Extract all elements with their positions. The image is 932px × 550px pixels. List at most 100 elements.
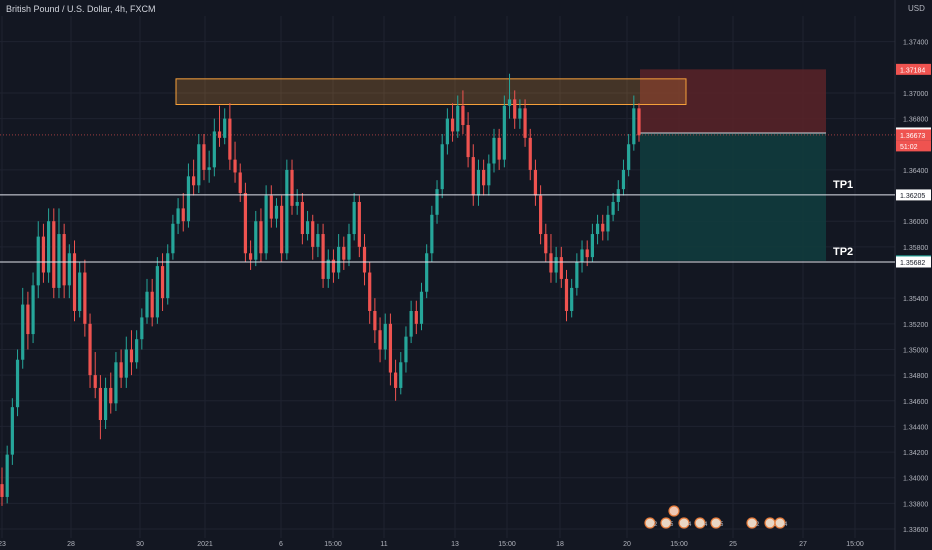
event-flag-icon bbox=[774, 517, 786, 529]
candle-body bbox=[585, 249, 589, 258]
candle-body bbox=[202, 144, 206, 170]
x-tick-label: 23 bbox=[0, 541, 6, 548]
candle-body bbox=[83, 272, 87, 324]
y-tick-label: 1.35000 bbox=[903, 347, 928, 354]
candle-body bbox=[331, 259, 336, 273]
candle-body bbox=[93, 375, 97, 388]
candle-body bbox=[233, 159, 237, 173]
y-tick-label: 1.36800 bbox=[903, 117, 928, 124]
candle-body bbox=[471, 157, 475, 196]
x-tick-label: 2021 bbox=[197, 541, 213, 548]
candle-body bbox=[72, 253, 77, 311]
event-flag-icon bbox=[694, 517, 706, 529]
x-tick-label: 28 bbox=[67, 541, 75, 548]
candle-body bbox=[135, 339, 139, 363]
last-price-badge bbox=[896, 129, 931, 141]
x-tick-label: 11 bbox=[380, 541, 387, 548]
y-tick-label: 1.34600 bbox=[903, 399, 928, 406]
y-tick-label: 1.36000 bbox=[903, 219, 928, 226]
candle-body bbox=[15, 359, 20, 408]
candle-body bbox=[538, 195, 543, 235]
candle-body bbox=[497, 137, 501, 160]
tp2-label: TP2 bbox=[833, 246, 853, 258]
candle-body bbox=[212, 131, 216, 168]
candle-body bbox=[595, 223, 600, 235]
y-tick-label: 1.35400 bbox=[903, 296, 928, 303]
candle-body bbox=[611, 201, 615, 215]
candle-body bbox=[114, 362, 118, 404]
y-tick-label: 1.34800 bbox=[903, 373, 928, 380]
y-tick-label: 1.34200 bbox=[903, 450, 928, 457]
candle-body bbox=[47, 221, 51, 273]
candle-body bbox=[554, 257, 558, 273]
y-tick-label: 1.34400 bbox=[903, 424, 928, 431]
stop-price-text: 1.37184 bbox=[900, 67, 925, 74]
candle-body bbox=[388, 323, 393, 373]
candle-body bbox=[362, 246, 367, 273]
tp2-price-text: 1.35682 bbox=[900, 260, 925, 267]
candle-body bbox=[590, 234, 594, 258]
candle-body bbox=[305, 221, 310, 235]
candle-body bbox=[192, 176, 196, 186]
candle-body bbox=[41, 236, 46, 273]
candle-body bbox=[129, 349, 134, 363]
candle-body bbox=[207, 167, 211, 170]
candle-body bbox=[466, 125, 470, 158]
candle-body bbox=[31, 285, 35, 335]
candle-body bbox=[217, 131, 222, 138]
candle-body bbox=[399, 362, 403, 388]
event-count: 4 bbox=[688, 522, 692, 528]
candle-body bbox=[103, 387, 108, 421]
candle-body bbox=[0, 484, 4, 497]
candle-body bbox=[430, 214, 434, 254]
take-profit-zone bbox=[640, 132, 826, 261]
y-tick-label: 1.34000 bbox=[903, 476, 928, 483]
event-flag-icon bbox=[746, 517, 758, 529]
y-tick-label: 1.35200 bbox=[903, 322, 928, 329]
resistance-zone bbox=[175, 78, 687, 105]
candle-body bbox=[559, 257, 563, 279]
candle-body bbox=[26, 304, 30, 335]
candle-body bbox=[533, 169, 538, 196]
symbol-title: British Pound / U.S. Dollar, 4h, FXCM bbox=[6, 4, 156, 14]
candle-body bbox=[5, 454, 9, 497]
candle-body bbox=[632, 108, 636, 145]
candle-body bbox=[404, 336, 408, 363]
candle-body bbox=[393, 372, 398, 388]
candle-body bbox=[575, 262, 579, 288]
candle-body bbox=[285, 169, 289, 254]
candle-body bbox=[62, 234, 66, 286]
event-flag-icon bbox=[660, 517, 672, 529]
candle-body bbox=[311, 221, 315, 247]
candle-body bbox=[627, 144, 631, 170]
candle-body bbox=[378, 330, 382, 350]
candle-body bbox=[145, 291, 149, 318]
candle-body bbox=[243, 192, 248, 254]
candle-body bbox=[223, 118, 227, 138]
candle-body bbox=[280, 205, 284, 254]
candle-body bbox=[197, 144, 201, 186]
candle-body bbox=[414, 310, 418, 324]
candle-body bbox=[357, 201, 361, 247]
candle-body bbox=[637, 108, 641, 136]
candle-body bbox=[57, 234, 61, 288]
x-tick-label: 15:00 bbox=[498, 541, 516, 548]
candle-body bbox=[124, 349, 128, 378]
x-tick-label: 6 bbox=[279, 541, 283, 548]
candle-body bbox=[166, 253, 170, 299]
candle-body bbox=[274, 205, 279, 219]
candle-body bbox=[523, 108, 527, 138]
x-tick-label: 20 bbox=[623, 541, 631, 548]
candle-body bbox=[409, 310, 413, 337]
candle-body bbox=[88, 323, 92, 376]
candle-body bbox=[186, 176, 191, 222]
stop-loss-zone bbox=[640, 69, 826, 133]
candle-body bbox=[570, 287, 574, 311]
x-tick-label: 25 bbox=[729, 541, 737, 548]
candle-body bbox=[342, 246, 346, 260]
candle-body bbox=[248, 253, 253, 260]
candle-body bbox=[321, 234, 325, 279]
candle-body bbox=[160, 266, 165, 299]
